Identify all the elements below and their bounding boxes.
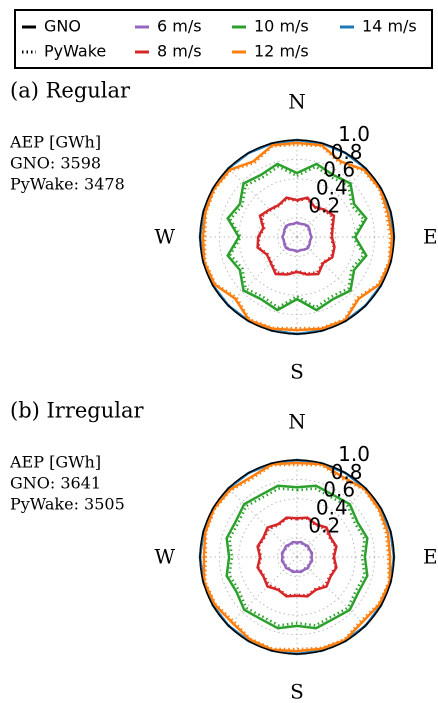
direction-label: N [288,90,306,114]
direction-label: N [288,410,306,434]
direction-label: E [423,545,438,569]
chart-title: (a) Regular [10,79,131,103]
legend-label: 14 m/s [362,17,417,36]
polar-frame [199,459,395,655]
r-tick-label: 0.4 [316,176,348,200]
annotation: GNO: 3598 [10,154,101,173]
legend-label: 6 m/s [157,17,202,36]
legend-label: PyWake [44,42,106,61]
annotation: PyWake: 3478 [10,175,125,194]
grid-circle [238,498,356,616]
legend-label: 10 m/s [254,17,309,36]
direction-label: W [154,545,175,569]
legend-label: 12 m/s [254,42,309,61]
legend-box [14,9,433,69]
pywake-line [228,487,366,627]
legend-label: GNO [44,17,81,36]
grid-circle [257,517,337,597]
direction-label: W [154,225,175,249]
r-tick-label: 1.0 [338,442,370,466]
gno-line [225,484,369,630]
r-tick-label: 0.6 [323,478,355,502]
r-tick-label: 1.0 [338,122,370,146]
pywake-line [257,517,337,597]
gno-line [226,162,368,312]
direction-label: S [290,360,304,384]
direction-label: S [290,680,304,703]
direction-label: E [423,225,438,249]
r-tick-label: 0.8 [331,140,363,164]
annotation: AEP [GWh] [9,453,101,472]
pywake-line [203,143,392,330]
polar-frame [199,139,395,335]
chart-title: (b) Irregular [10,399,145,423]
r-tick-label: 0.8 [331,460,363,484]
pywake-line [203,463,391,651]
pywake-line [281,541,313,573]
r-tick-label: 0.2 [308,514,340,538]
annotation: GNO: 3641 [10,474,101,493]
annotation: AEP [GWh] [9,133,101,152]
legend-label: 8 m/s [157,42,202,61]
pywake-line [281,222,313,252]
r-tick-label: 0.2 [308,194,340,218]
r-tick-label: 0.4 [316,496,348,520]
annotation: PyWake: 3505 [10,495,125,514]
r-tick-label: 0.6 [323,158,355,182]
